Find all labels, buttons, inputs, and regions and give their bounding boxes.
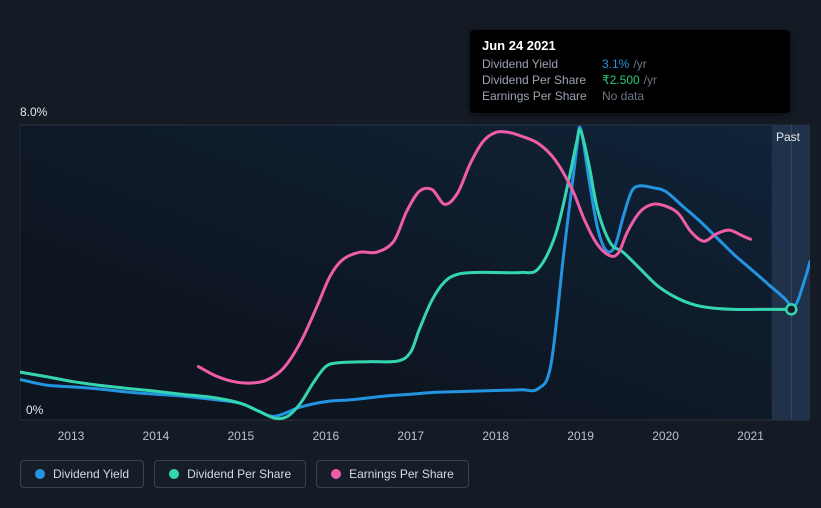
legend-label: Earnings Per Share <box>349 467 454 481</box>
svg-text:2013: 2013 <box>58 429 85 443</box>
tooltip-row: Dividend Per Share ₹2.500 /yr <box>482 73 778 87</box>
tooltip-value: ₹2.500 <box>602 73 640 87</box>
tooltip-label: Dividend Per Share <box>482 73 602 87</box>
dividend-chart[interactable]: 8.0% 0% Past 2013 2014 2015 2016 2017 2018 2019 20… <box>20 100 810 460</box>
tooltip-value: 3.1% <box>602 57 629 71</box>
tooltip-label: Dividend Yield <box>482 57 602 71</box>
legend-dot <box>35 469 45 479</box>
svg-text:2018: 2018 <box>482 429 509 443</box>
svg-text:2019: 2019 <box>567 429 594 443</box>
svg-text:8.0%: 8.0% <box>20 105 48 119</box>
legend-item-dividend-per-share[interactable]: Dividend Per Share <box>154 460 306 488</box>
legend-dot <box>331 469 341 479</box>
chart-svg: 8.0% 0% Past 2013 2014 2015 2016 2017 2018 2019 20… <box>20 100 810 460</box>
tooltip-unit: /yr <box>633 57 646 71</box>
svg-text:2017: 2017 <box>397 429 424 443</box>
legend-dot <box>169 469 179 479</box>
svg-text:2015: 2015 <box>228 429 255 443</box>
legend-label: Dividend Yield <box>53 467 129 481</box>
svg-text:2020: 2020 <box>652 429 679 443</box>
svg-text:2014: 2014 <box>143 429 170 443</box>
legend-item-earnings-per-share[interactable]: Earnings Per Share <box>316 460 469 488</box>
svg-text:Past: Past <box>776 130 801 144</box>
legend: Dividend Yield Dividend Per Share Earnin… <box>20 460 469 488</box>
tooltip-unit: /yr <box>644 73 657 87</box>
svg-text:2021: 2021 <box>737 429 764 443</box>
legend-label: Dividend Per Share <box>187 467 291 481</box>
tooltip-date: Jun 24 2021 <box>482 38 778 53</box>
svg-text:2016: 2016 <box>312 429 339 443</box>
svg-text:0%: 0% <box>26 403 44 417</box>
tooltip-row: Dividend Yield 3.1% /yr <box>482 57 778 71</box>
legend-item-dividend-yield[interactable]: Dividend Yield <box>20 460 144 488</box>
